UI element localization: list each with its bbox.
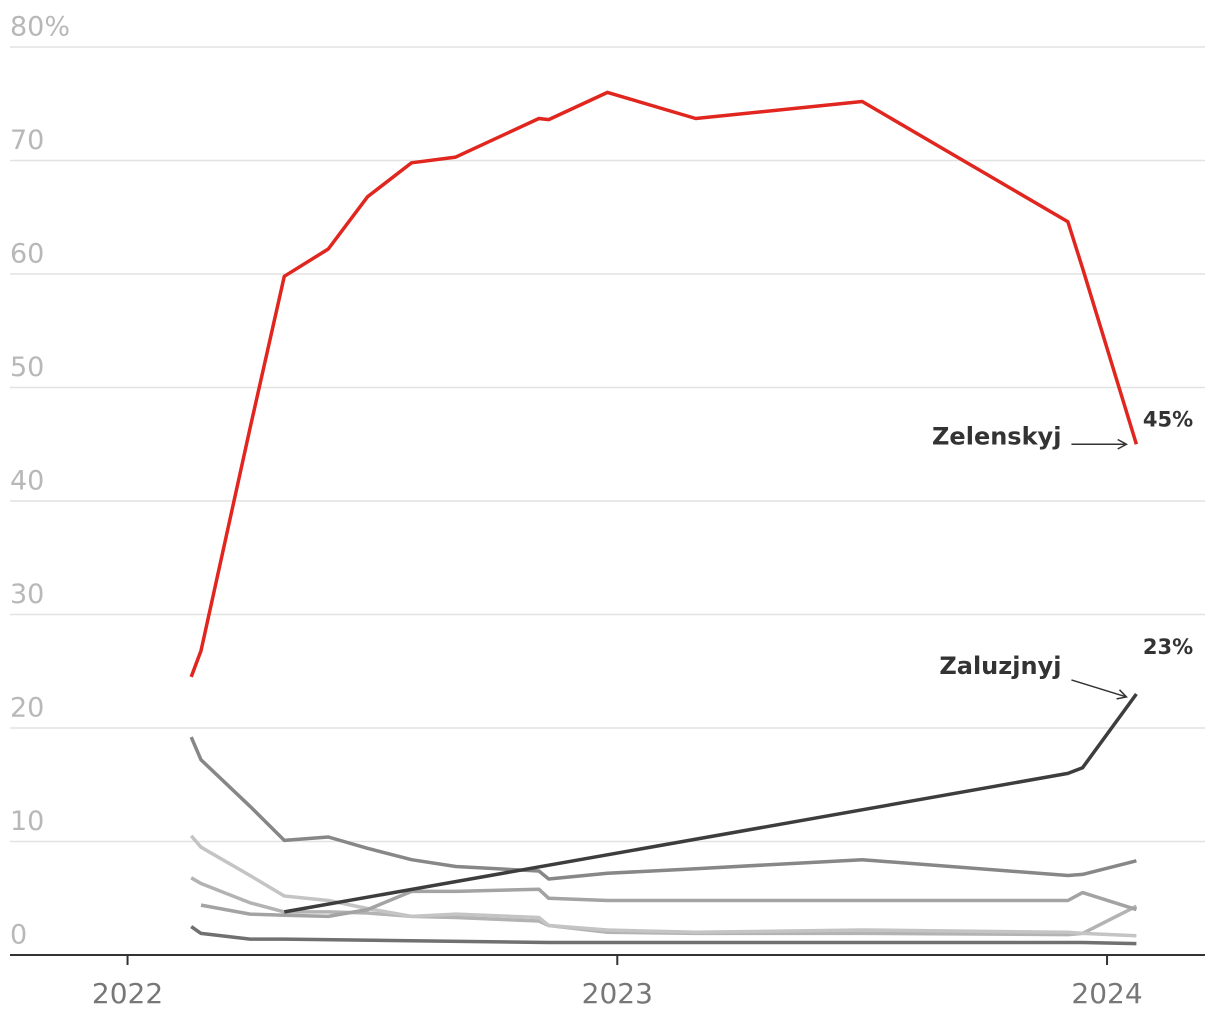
y-tick-label: 70: [10, 125, 44, 156]
y-tick-label: 40: [10, 466, 44, 497]
y-tick-label: 20: [10, 693, 44, 724]
arrow-head: [1116, 689, 1128, 700]
series-line: [190, 925, 1137, 946]
series-label: Zelenskyj: [932, 422, 1061, 450]
arrow: [1071, 679, 1127, 698]
x-tick-label: 2022: [92, 977, 163, 1010]
y-tick-label: 30: [10, 579, 44, 610]
series-line: [189, 736, 1137, 881]
series-line: [189, 834, 1137, 938]
x-tick-label: 2024: [1071, 977, 1142, 1010]
series-line: [190, 876, 1138, 937]
value-label: 45%: [1143, 407, 1193, 431]
series-label: Zaluzjnyj: [939, 652, 1061, 680]
y-tick-label: 0: [10, 920, 27, 951]
arrow-head: [1117, 438, 1129, 450]
series-line: [189, 90, 1139, 678]
series-line: [283, 692, 1138, 914]
y-tick-label: 50: [10, 352, 44, 383]
y-tick-label: 60: [10, 239, 44, 270]
y-tick-label: 80%: [10, 12, 70, 43]
series-line: [200, 887, 1137, 919]
value-label: 23%: [1143, 635, 1193, 659]
y-tick-label: 10: [10, 806, 44, 837]
x-tick-label: 2023: [582, 977, 653, 1010]
